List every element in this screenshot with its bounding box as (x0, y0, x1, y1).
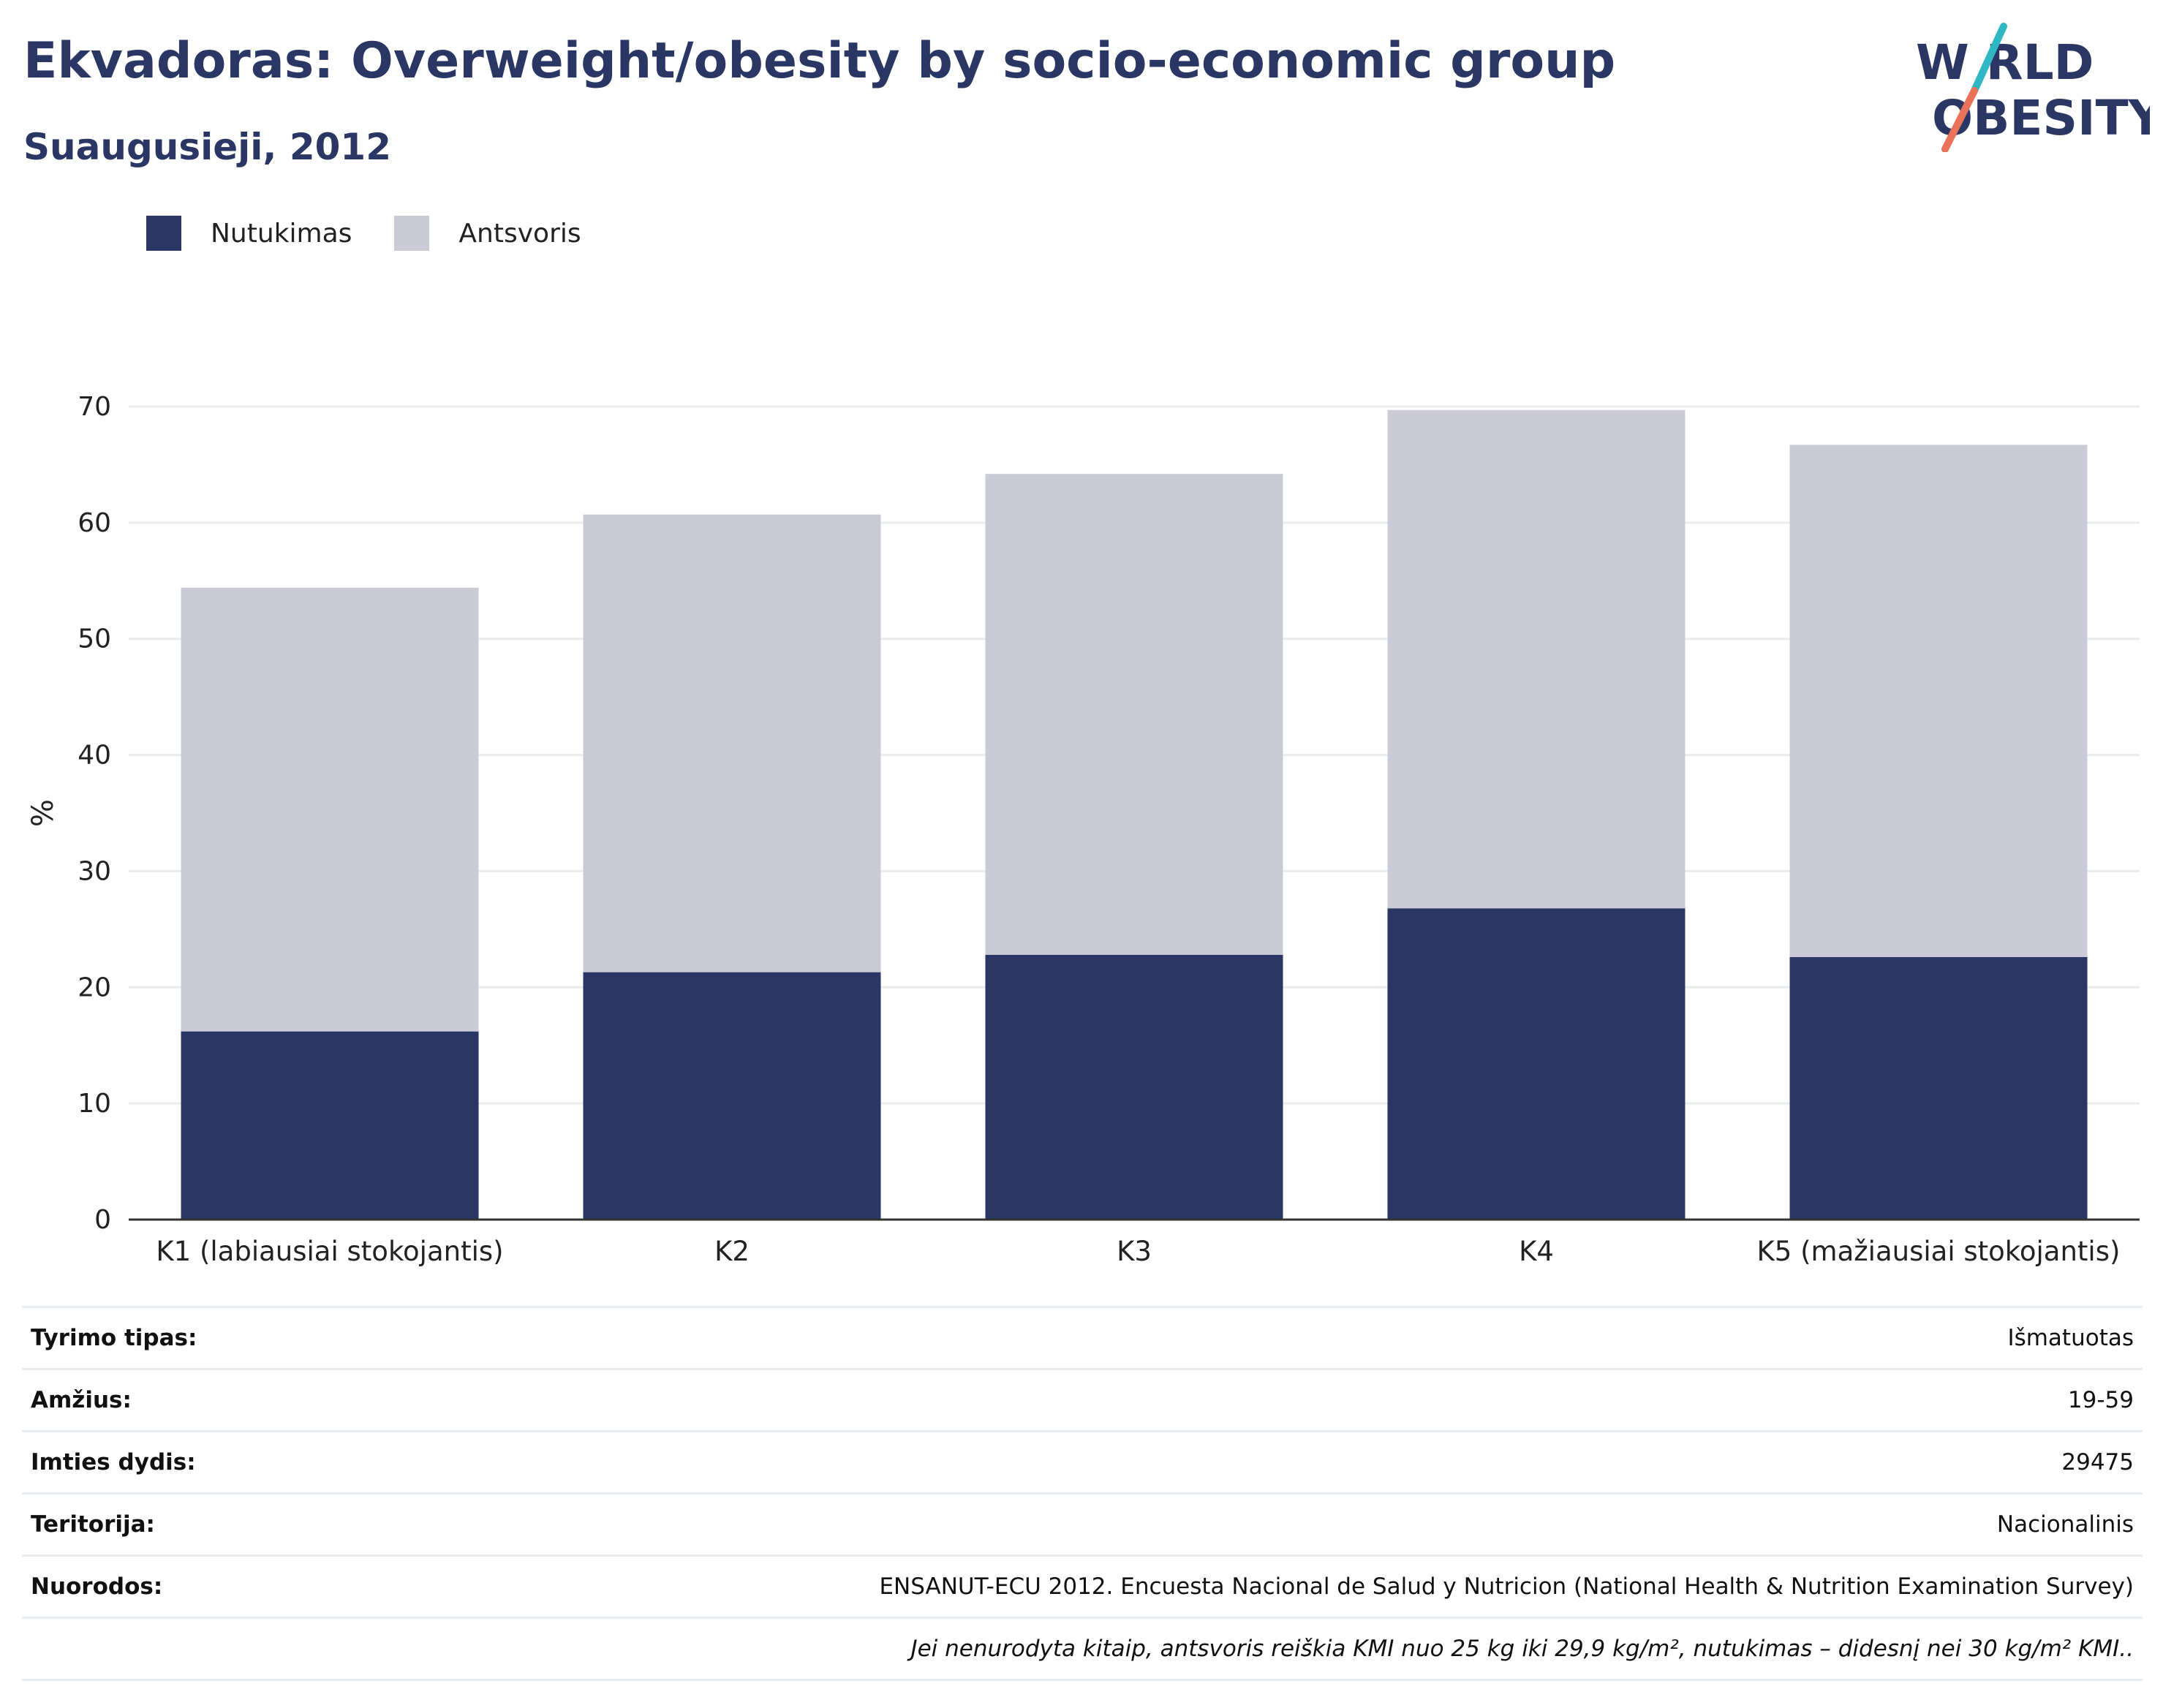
y-tick-label: 50 (78, 624, 111, 654)
info-row-references: Nuorodos: ENSANUT-ECU 2012. Encuesta Nac… (22, 1555, 2143, 1619)
logo-slash-teal (1971, 23, 2007, 94)
bar-obesity (583, 972, 881, 1220)
info-label: Nuorodos: (22, 1555, 317, 1619)
info-label: Amžius: (22, 1369, 317, 1432)
info-label: Imties dydis: (22, 1431, 317, 1494)
info-row-age: Amžius: 19-59 (22, 1369, 2143, 1432)
legend-label-overweight: Antsvoris (458, 218, 581, 249)
world-obesity-logo: W RLD OBESITY (1916, 23, 2150, 152)
y-tick-label: 70 (78, 392, 111, 422)
legend-swatch-obesity (146, 216, 181, 251)
bar-obesity (1387, 908, 1686, 1220)
logo-line-1: W RLD (1916, 34, 2094, 91)
bar-overweight (583, 514, 881, 972)
bar-obesity (985, 954, 1283, 1220)
info-label: Tyrimo tipas: (22, 1306, 317, 1370)
info-label: Teritorija: (22, 1493, 317, 1557)
y-tick-label: 30 (78, 856, 111, 886)
y-tick-label: 60 (78, 508, 111, 538)
logo-slash-coral (1941, 87, 1978, 152)
bar-overweight (985, 474, 1283, 955)
chart-legend: Nutukimas Antsvoris (146, 216, 624, 251)
chart-subtitle: Suaugusieji, 2012 (23, 126, 391, 168)
legend-item-overweight: Antsvoris (394, 216, 581, 251)
stacked-bar-chart: 0 10 20 30 40 50 60 70% K1 (labiausiai stokojant… (26, 392, 2140, 1267)
info-label-empty (22, 1617, 317, 1681)
info-value: 19-59 (317, 1369, 2143, 1432)
x-tick-label: K2 (714, 1236, 750, 1267)
y-tick-label: 10 (78, 1089, 111, 1119)
y-tick-label: 40 (78, 741, 111, 771)
y-axis-label: % (26, 799, 60, 827)
legend-label-obesity: Nutukimas (211, 218, 352, 249)
x-tick-label: K4 (1519, 1236, 1554, 1267)
x-tick-label: K5 (mažiausiai stokojantis) (1757, 1236, 2121, 1267)
bar-obesity (181, 1031, 479, 1220)
y-tick-label: 0 (94, 1205, 111, 1235)
x-tick-label: K3 (1117, 1236, 1152, 1267)
info-row-sample-size: Imties dydis: 29475 (22, 1431, 2143, 1494)
info-value: ENSANUT-ECU 2012. Encuesta Nacional de S… (317, 1555, 2143, 1619)
info-row-survey-type: Tyrimo tipas: Išmatuotas (22, 1306, 2143, 1370)
bar-overweight (181, 587, 479, 1032)
y-tick-label: 20 (78, 972, 111, 1002)
info-row-territory: Teritorija: Nacionalinis (22, 1493, 2143, 1557)
info-value: Išmatuotas (317, 1306, 2143, 1370)
x-tick-label: K1 (labiausiai stokojantis) (156, 1236, 503, 1267)
info-footnote: Jei nenurodyta kitaip, antsvoris reiškia… (317, 1617, 2143, 1681)
bar-overweight (1789, 445, 2088, 957)
legend-swatch-overweight (394, 216, 430, 251)
bar-obesity (1789, 956, 2088, 1220)
legend-item-obesity: Nutukimas (146, 216, 352, 251)
chart-title: Ekvadoras: Overweight/obesity by socio-e… (23, 32, 1616, 90)
survey-info-table: Tyrimo tipas: Išmatuotas Amžius: 19-59 I… (22, 1306, 2143, 1681)
bar-overweight (1387, 409, 1686, 909)
info-row-footnote: Jei nenurodyta kitaip, antsvoris reiškia… (22, 1617, 2143, 1681)
info-value: 29475 (317, 1431, 2143, 1494)
info-value: Nacionalinis (317, 1493, 2143, 1557)
